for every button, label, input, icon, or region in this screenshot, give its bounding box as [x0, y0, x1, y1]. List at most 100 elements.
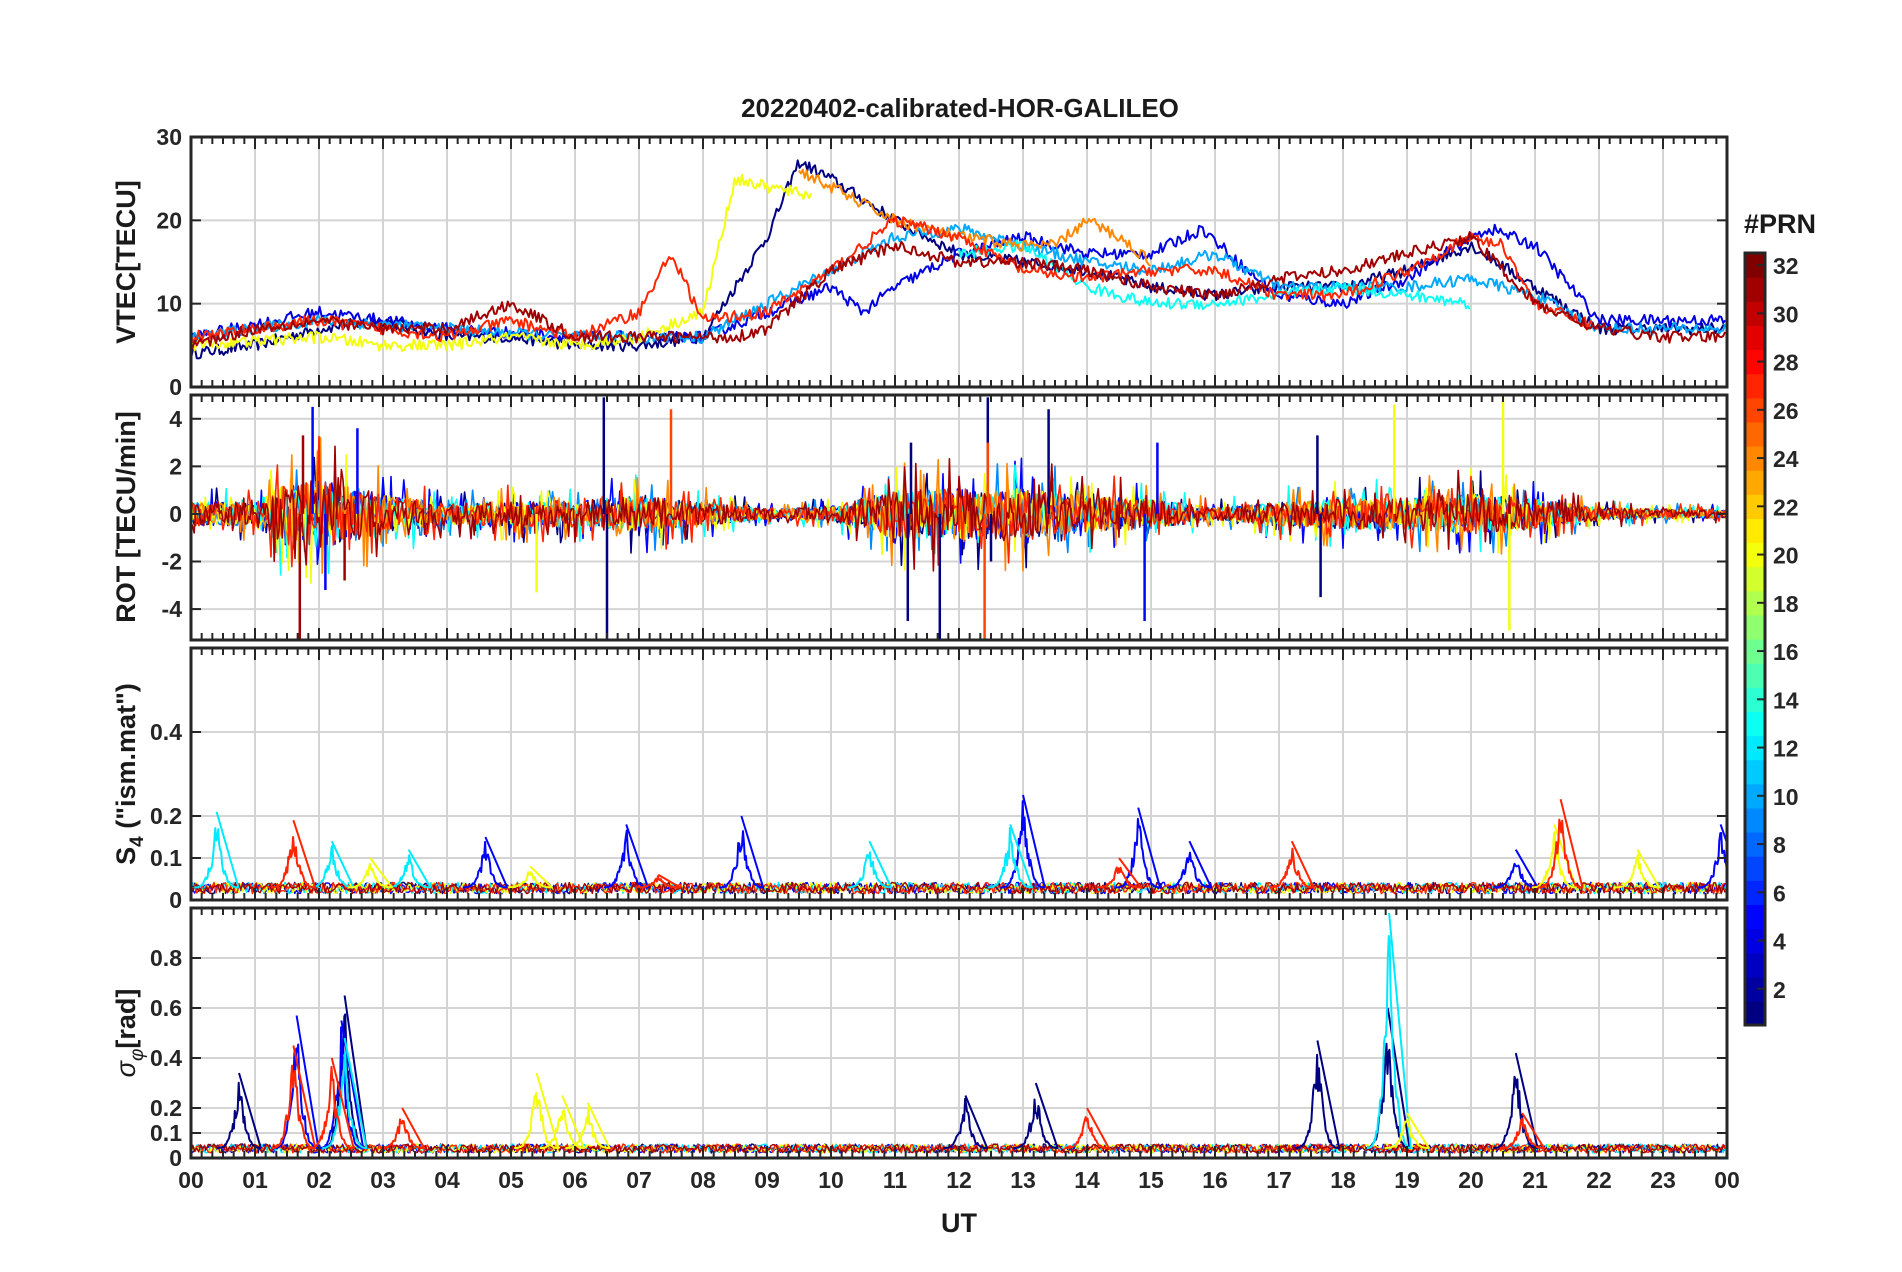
sigma-phi-panel: 00.10.2 0.4 0.6 0.8 σφ[rad] [111, 906, 1729, 1171]
s4-burst-prn5 [1000, 794, 1046, 889]
colorbar-swatch [1745, 590, 1765, 616]
colorbar-tick-label: 32 [1773, 253, 1799, 279]
s4-burst-prn12 [194, 811, 240, 889]
colorbar-swatch [1745, 397, 1765, 423]
x-tick-label: 13 [1010, 1167, 1036, 1193]
colorbar-swatch [1745, 711, 1765, 737]
colorbar-swatch [1745, 832, 1765, 857]
x-tick-label: 22 [1586, 1167, 1612, 1193]
colorbar-swatch [1745, 904, 1765, 930]
sigma-phi-burst-prn27 [1499, 1112, 1545, 1149]
sigma-phi-burst-prn27 [1064, 1107, 1110, 1149]
colorbar-swatch [1745, 277, 1765, 302]
s4-burst-prn5 [1167, 840, 1213, 889]
colorbar-tick-label: 28 [1773, 350, 1799, 376]
x-tick-label: 17 [1266, 1167, 1292, 1193]
sigma-phi-burst-prn20 [565, 1102, 611, 1149]
x-tick-label: 15 [1138, 1167, 1164, 1193]
rot-ytick-label: 2 [169, 453, 182, 479]
sigma-phi-burst-prn20 [1384, 1112, 1430, 1149]
s4-burst-prn5 [463, 836, 509, 889]
colorbar-swatch [1745, 421, 1765, 447]
vtec-line-prn1 [191, 159, 1726, 360]
x-tick-label: 23 [1650, 1167, 1676, 1193]
colorbar-gradient [1745, 253, 1765, 1026]
rot-ytick-label: 4 [169, 406, 182, 432]
x-tick-label: 08 [690, 1167, 716, 1193]
sigma-phi-burst-prn27 [309, 1057, 355, 1149]
colorbar-swatch [1745, 325, 1765, 351]
vtec-panel: 0 10 20 30 VTEC[TECU] [111, 124, 1729, 400]
vtec-line-prn24 [798, 168, 1152, 267]
s4-burst-prn20 [1531, 824, 1577, 889]
s4-burst-prn27 [1538, 798, 1584, 889]
s4-ticks: 0 0.1 0.2 0.4 [150, 648, 1728, 913]
s4-burst-prn27 [271, 819, 317, 889]
sigma-phi-ytick-label: 0.4 [150, 1045, 182, 1071]
colorbar-swatch [1745, 735, 1765, 761]
s4-ylabel: S4 ("ism.mat") [111, 683, 148, 865]
sigma-phi-burst-prn5 [274, 1015, 320, 1149]
colorbar-tick-label: 20 [1773, 543, 1799, 569]
x-tick-label: 18 [1330, 1167, 1356, 1193]
sigma-phi-burst-prn1 [1493, 1052, 1539, 1149]
vtec-ytick-label: 30 [156, 124, 182, 150]
sigma-phi-burst-prn27 [271, 1045, 317, 1149]
colorbar-tick-label: 4 [1773, 929, 1786, 955]
s4-ytick-label: 0.2 [150, 803, 182, 829]
colorbar-swatch [1745, 494, 1765, 519]
sigma-phi-ylabel: σφ[rad] [111, 989, 148, 1078]
colorbar-swatch [1745, 807, 1765, 833]
colorbar-swatch [1745, 518, 1765, 544]
s4-ytick-label: 0.4 [150, 719, 182, 745]
vtec-line-prn20 [191, 173, 813, 352]
s4-axes-box [189, 646, 1729, 902]
colorbar-swatch [1745, 614, 1765, 640]
sigma-phi-burst-prn20 [539, 1095, 585, 1149]
colorbar-tick-label: 16 [1773, 639, 1799, 665]
colorbar-label: #PRN [1744, 209, 1816, 239]
colorbar-tick-label: 30 [1773, 301, 1799, 327]
x-tick-label: 12 [946, 1167, 972, 1193]
colorbar-swatch [1745, 301, 1765, 326]
rot-panel: -4 -2 0 2 4 ROT [TECU/min] [111, 393, 1729, 642]
s4-ytick-label: 0 [169, 887, 182, 913]
colorbar-tick-label: 14 [1773, 687, 1799, 713]
s4-burst-prn5 [603, 824, 649, 889]
rot-line-prn27 [191, 435, 1727, 568]
s4-burst-prn20 [507, 865, 553, 889]
rot-line-prn31 [191, 445, 1727, 572]
x-tick-label: 02 [306, 1167, 332, 1193]
s4-burst-prn12 [847, 840, 893, 889]
sigma-phi-ytick-label: 0 [169, 1145, 182, 1171]
x-tick-label: 06 [562, 1167, 588, 1193]
colorbar-swatch [1745, 1000, 1765, 1026]
x-tick-label: 03 [370, 1167, 396, 1193]
colorbar-tick-label: 22 [1773, 494, 1799, 520]
colorbar-swatch [1745, 783, 1765, 809]
s4-burst-prn12 [386, 849, 432, 889]
colorbar-tick-label: 10 [1773, 784, 1799, 810]
vtec-axes-box [189, 135, 1729, 389]
x-tick-label: 00 [1714, 1167, 1740, 1193]
colorbar-tick-label: 2 [1773, 977, 1786, 1003]
vtec-ylabel: VTEC[TECU] [111, 180, 141, 344]
s4-ytick-label: 0.1 [150, 845, 182, 871]
rot-ylabel: ROT [TECU/min] [111, 411, 141, 622]
vtec-line-prn13 [958, 239, 1471, 311]
vtec-ytick-label: 10 [156, 291, 182, 317]
vtec-series [191, 159, 1727, 360]
x-tick-label: 00 [178, 1167, 204, 1193]
sigma-phi-ticks: 00.10.2 0.4 0.6 0.8 [150, 908, 1728, 1171]
sigma-phi-burst-prn12 [322, 1037, 368, 1149]
colorbar-tick-label: 8 [1773, 832, 1786, 858]
colorbar-swatch [1745, 952, 1765, 978]
s4-panel: 0 0.1 0.2 0.4 S4 ("ism.mat") [111, 646, 1729, 913]
colorbar-swatch [1745, 542, 1765, 568]
colorbar-swatch [1745, 856, 1765, 881]
sigma-phi-burst-prn12 [1366, 912, 1412, 1149]
sigma-phi-axes-box [189, 906, 1729, 1160]
sigma-phi-burst-prn27 [379, 1107, 425, 1149]
